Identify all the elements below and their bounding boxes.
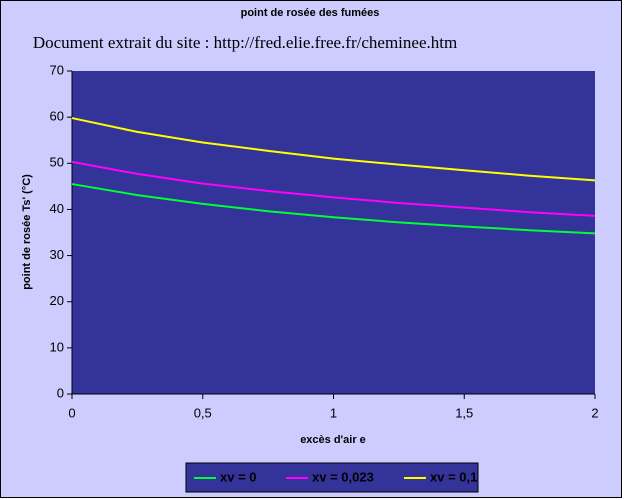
x-tick-label: 0	[68, 405, 75, 420]
y-axis-label: point de rosée Ts' (°C)	[21, 174, 33, 290]
chart-title: point de rosée des fumées	[241, 7, 380, 19]
x-tick-label: 1,5	[455, 405, 473, 420]
legend-label: xv = 0,1	[430, 469, 477, 484]
legend-label: xv = 0	[220, 469, 257, 484]
chart-subtitle: Document extrait du site : http://fred.e…	[33, 33, 457, 52]
x-tick-label: 0,5	[194, 405, 212, 420]
x-tick-label: 1	[330, 405, 337, 420]
y-tick-label: 30	[50, 247, 64, 262]
y-tick-label: 0	[57, 385, 64, 400]
y-tick-label: 50	[50, 155, 64, 170]
y-tick-label: 60	[50, 109, 64, 124]
x-tick-label: 2	[591, 405, 598, 420]
plot-area	[72, 71, 595, 394]
x-axis-label: excès d'air e	[300, 434, 366, 446]
series-line	[71, 160, 596, 217]
legend-label: xv = 0,023	[312, 469, 374, 484]
y-tick-label: 40	[50, 201, 64, 216]
legend	[185, 462, 479, 493]
y-tick-label: 10	[50, 339, 64, 354]
y-tick-label: 20	[50, 293, 64, 308]
series-line	[71, 117, 596, 182]
series-line	[71, 183, 596, 235]
y-tick-label: 70	[50, 62, 64, 77]
